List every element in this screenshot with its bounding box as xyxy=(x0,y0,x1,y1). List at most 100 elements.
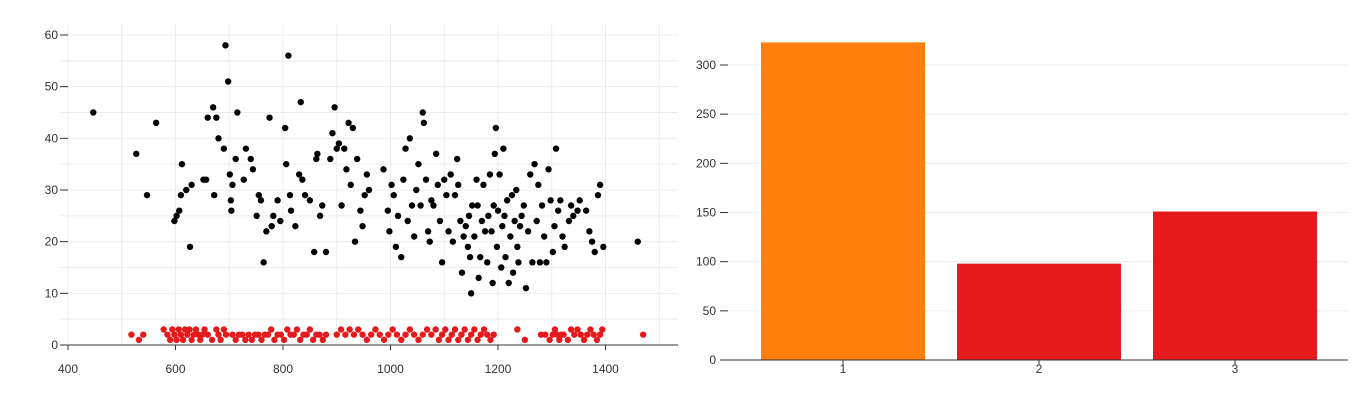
scatter-point-red xyxy=(267,326,275,333)
scatter-point-black xyxy=(501,212,508,220)
scatter-point-black xyxy=(567,202,575,209)
scatter-point-red xyxy=(590,331,597,338)
bar-series xyxy=(761,42,1317,361)
scatter-point-black xyxy=(327,155,334,163)
scatter-point-black xyxy=(505,279,512,287)
scatter-point-black xyxy=(467,290,475,297)
scatter-point-red xyxy=(186,326,193,333)
scatter-point-black xyxy=(447,171,454,178)
scatter-point-black xyxy=(538,202,546,209)
scatter-point-black xyxy=(232,155,239,163)
scatter-point-black xyxy=(432,150,440,158)
scatter-point-black xyxy=(559,233,566,240)
scatter-point-black xyxy=(329,129,336,137)
scatter-point-black xyxy=(394,212,402,220)
scatter-y-tick-label: 50 xyxy=(45,80,59,94)
scatter-point-black xyxy=(263,228,270,235)
scatter-point-black xyxy=(306,197,314,204)
scatter-point-black xyxy=(257,197,265,204)
scatter-point-red xyxy=(222,331,230,338)
scatter-point-red xyxy=(464,336,472,344)
scatter-point-black xyxy=(509,269,517,276)
scatter-point-red xyxy=(574,326,581,333)
scatter-point-black xyxy=(494,207,502,214)
scatter-point-black xyxy=(333,145,340,152)
scatter-point-black xyxy=(594,191,602,199)
scatter-point-black xyxy=(133,150,140,158)
scatter-point-black xyxy=(314,150,321,158)
scatter-point-black xyxy=(513,186,520,194)
scatter-point-black xyxy=(486,171,494,178)
scatter-point-black xyxy=(402,145,409,152)
scatter-point-red xyxy=(280,336,288,344)
scatter-point-black xyxy=(331,104,338,111)
scatter-point-black xyxy=(417,202,424,209)
scatter-point-black xyxy=(475,274,482,282)
scatter-y-tick-label: 40 xyxy=(45,131,59,145)
scatter-point-red xyxy=(213,326,220,333)
scatter-point-red xyxy=(297,336,304,344)
scatter-point-black xyxy=(347,181,354,189)
bar-1 xyxy=(761,42,925,361)
scatter-point-red xyxy=(428,331,435,338)
scatter-point-red xyxy=(238,331,246,338)
scatter-point-black xyxy=(361,191,368,199)
scatter-point-black xyxy=(286,191,294,199)
scatter-point-black xyxy=(173,212,180,220)
scatter-point-black xyxy=(555,207,562,214)
bar-2 xyxy=(957,263,1121,360)
scatter-point-red xyxy=(593,336,601,344)
bar-y-tick-label: 300 xyxy=(696,58,716,72)
scatter-point-black xyxy=(445,228,452,235)
scatter-point-black xyxy=(404,217,411,225)
scatter-point-black xyxy=(496,171,503,178)
scatter-point-red xyxy=(271,336,278,344)
bar-y-tick-label: 50 xyxy=(703,304,717,318)
scatter-point-red xyxy=(316,331,323,338)
scatter-point-black xyxy=(281,124,289,132)
scatter-point-red xyxy=(376,331,383,338)
scatter-point-black xyxy=(541,233,548,240)
scatter-point-black xyxy=(295,171,303,178)
scatter-point-red xyxy=(135,336,143,344)
scatter-point-black xyxy=(480,181,487,189)
bar-x-tick-label: 2 xyxy=(1036,362,1043,376)
scatter-point-black xyxy=(143,191,151,199)
scatter-y-tick-label: 0 xyxy=(51,338,58,352)
scatter-point-red xyxy=(398,336,405,344)
scatter-point-black xyxy=(557,197,564,204)
scatter-point-black xyxy=(551,222,558,230)
scatter-point-red xyxy=(455,336,462,344)
scatter-point-red xyxy=(208,336,216,344)
scatter-point-black xyxy=(451,191,459,199)
scatter-point-red xyxy=(171,331,178,338)
scatter-point-red xyxy=(477,331,484,338)
scatter-point-black xyxy=(400,176,407,183)
scatter-point-black xyxy=(543,259,550,266)
scatter-point-red xyxy=(410,331,418,338)
bar-x-tick-label: 3 xyxy=(1232,362,1239,376)
scatter-point-black xyxy=(473,176,480,183)
scatter-point-black xyxy=(338,202,345,209)
scatter-point-black xyxy=(420,119,428,127)
scatter-point-red xyxy=(355,326,362,333)
scatter-x-tick-label: 1400 xyxy=(592,362,619,376)
scatter-point-red xyxy=(284,326,291,333)
scatter-x-tick-label: 800 xyxy=(273,362,293,376)
scatter-point-red xyxy=(258,336,265,344)
bar-y-tick-label: 200 xyxy=(696,156,716,170)
scatter-point-red xyxy=(217,336,224,344)
scatter-point-black xyxy=(424,228,432,235)
scatter-point-black xyxy=(515,259,522,266)
scatter-point-black xyxy=(220,145,228,152)
scatter-point-red xyxy=(385,331,392,338)
scatter-point-black xyxy=(545,166,552,173)
scatter-point-black xyxy=(413,186,420,194)
scatter-x-tick-label: 400 xyxy=(58,362,78,376)
scatter-point-red xyxy=(363,336,371,344)
scatter-tick-labels: 400 600 800 1000 1200 1400 0 10 20 30 40 50 60 xyxy=(45,28,620,376)
scatter-point-black xyxy=(292,222,299,230)
scatter-point-black xyxy=(549,248,557,256)
scatter-points xyxy=(90,42,647,344)
scatter-y-tick-label: 20 xyxy=(45,235,59,249)
